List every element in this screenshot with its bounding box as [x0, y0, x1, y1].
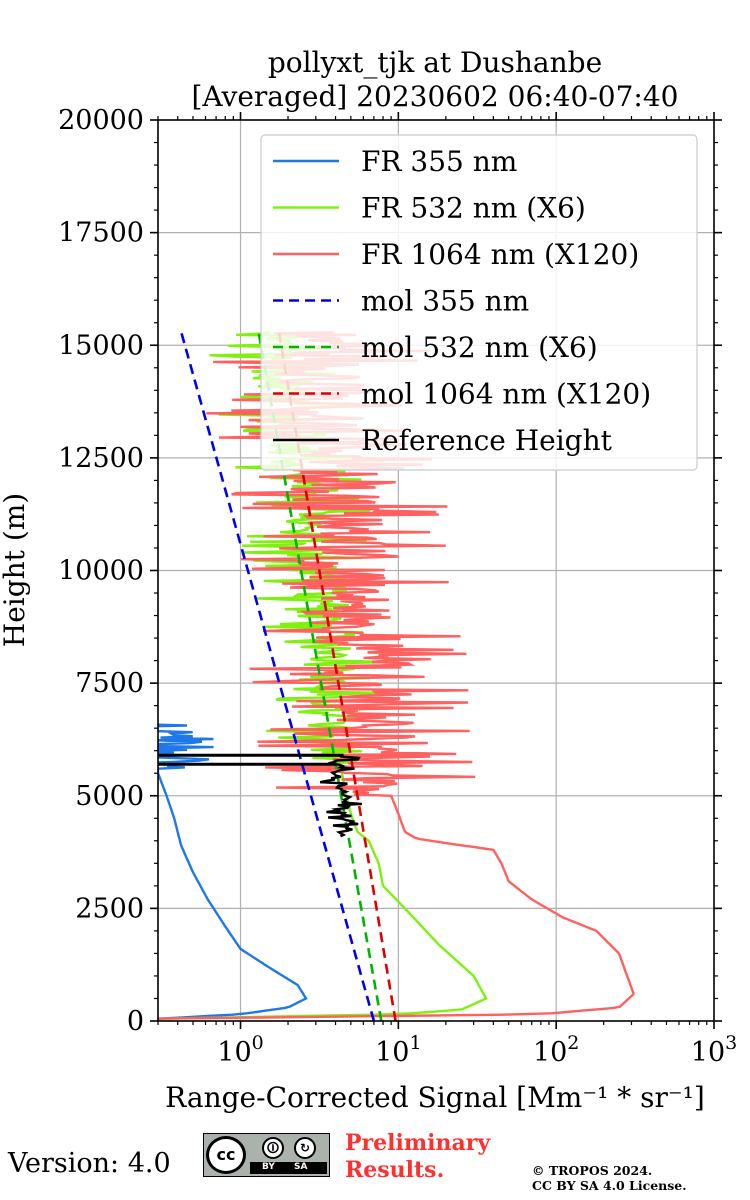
legend-label: mol 1064 nm (X120) [361, 378, 651, 411]
legend-box [260, 134, 698, 471]
y-tick-label: 20000 [58, 105, 144, 136]
y-tick-label: 17500 [58, 218, 144, 249]
cc-icon: cc [206, 1136, 246, 1174]
cc-by-sa-icon[interactable]: cc 🛈 ↻ BY SA [203, 1133, 330, 1177]
preliminary-line1: Preliminary [345, 1130, 491, 1156]
copyright-line2: CC BY SA 4.0 License. [532, 1178, 687, 1193]
x-tick-label: 102 [533, 1032, 579, 1068]
chart-title-line1: pollyxt_tjk at Dushanbe [268, 46, 602, 79]
legend-label: mol 355 nm [361, 285, 529, 318]
y-tick-label: 7500 [75, 668, 144, 699]
license-strip: BY SA [250, 1162, 327, 1174]
y-tick-label: 15000 [58, 330, 144, 361]
x-tick-label-base: 10 [375, 1037, 409, 1068]
y-tick-label: 12500 [58, 443, 144, 474]
legend: FR 355 nm FR 532 nm (X6) FR 1064 nm (X120)… [260, 134, 698, 471]
x-tick-label: 100 [217, 1032, 263, 1068]
y-axis-label: Height (m) [0, 493, 31, 647]
chart-title-line2: [Averaged] 20230602 06:40-07:40 [192, 80, 679, 113]
y-tick-label: 10000 [58, 556, 144, 587]
copyright-note: © TROPOS 2024. CC BY SA 4.0 License. [532, 1163, 687, 1193]
legend-label: FR 1064 nm (X120) [361, 238, 639, 271]
sa-share-alike-icon: ↻ [294, 1137, 316, 1159]
x-tick-label-base: 10 [533, 1037, 567, 1068]
preliminary-line2: Results. [345, 1157, 445, 1183]
series-line-6 [319, 754, 362, 838]
legend-label: FR 532 nm (X6) [361, 192, 586, 225]
x-tick-label: 103 [691, 1032, 737, 1068]
by-person-icon: 🛈 [262, 1137, 284, 1159]
x-tick-label-exponent: 2 [567, 1032, 579, 1054]
x-tick-label-exponent: 3 [725, 1032, 737, 1054]
preliminary-results-note: Preliminary Results. [345, 1130, 490, 1184]
x-tick-label-exponent: 1 [409, 1032, 421, 1054]
legend-label: Reference Height [361, 424, 613, 457]
series-line-3 [179, 331, 376, 1021]
x-axis-label: Range-Corrected Signal [Mm⁻¹ * sr⁻¹] [165, 1081, 705, 1114]
sa-text: SA [294, 1162, 308, 1172]
by-text: BY [262, 1162, 275, 1172]
version-label: Version: 4.0 [8, 1148, 171, 1179]
y-tick-label: 0 [127, 1006, 144, 1037]
y-tick-label: 2500 [75, 893, 144, 924]
y-tick-label: 5000 [75, 781, 144, 812]
legend-label: FR 355 nm [361, 145, 517, 178]
x-tick-label-base: 10 [691, 1037, 725, 1068]
copyright-line1: © TROPOS 2024. [532, 1163, 653, 1178]
x-tick-label-exponent: 0 [252, 1032, 264, 1054]
axes: 0250050007500100001250015000175002000010… [58, 105, 737, 1068]
x-tick-label: 101 [375, 1032, 421, 1068]
legend-label: mol 532 nm (X6) [361, 331, 598, 364]
lidar-profile-chart: pollyxt_tjk at Dushanbe [Averaged] 20230… [0, 46, 737, 1114]
x-tick-label-base: 10 [217, 1037, 251, 1068]
